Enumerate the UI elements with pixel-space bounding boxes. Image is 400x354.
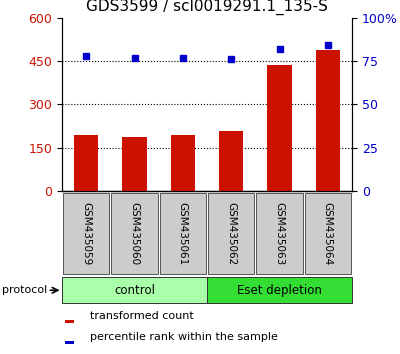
Bar	[219, 131, 243, 191]
Text: GSM435063: GSM435063	[274, 202, 284, 265]
Text: control: control	[114, 284, 155, 297]
Title: GDS3599 / scl0019291.1_135-S: GDS3599 / scl0019291.1_135-S	[86, 0, 328, 15]
Text: GSM435060: GSM435060	[130, 202, 140, 265]
Text: protocol: protocol	[2, 285, 47, 295]
Bar	[122, 137, 146, 191]
Bar	[65, 320, 74, 323]
Bar	[268, 64, 292, 191]
Bar	[256, 193, 303, 274]
Text: transformed count: transformed count	[90, 312, 193, 321]
Bar	[305, 193, 351, 274]
Text: Eset depletion: Eset depletion	[237, 284, 322, 297]
Text: GSM435059: GSM435059	[81, 202, 91, 265]
Bar	[63, 193, 109, 274]
Bar	[160, 193, 206, 274]
Bar	[208, 277, 352, 303]
Bar	[171, 135, 195, 191]
Bar	[316, 50, 340, 191]
Bar	[74, 135, 98, 191]
Bar	[62, 277, 206, 303]
Text: GSM435061: GSM435061	[178, 202, 188, 265]
Bar	[111, 193, 158, 274]
Text: percentile rank within the sample: percentile rank within the sample	[90, 332, 278, 342]
Bar	[208, 193, 254, 274]
Text: GSM435064: GSM435064	[323, 202, 333, 265]
Text: GSM435062: GSM435062	[226, 202, 236, 265]
Bar	[65, 341, 74, 343]
